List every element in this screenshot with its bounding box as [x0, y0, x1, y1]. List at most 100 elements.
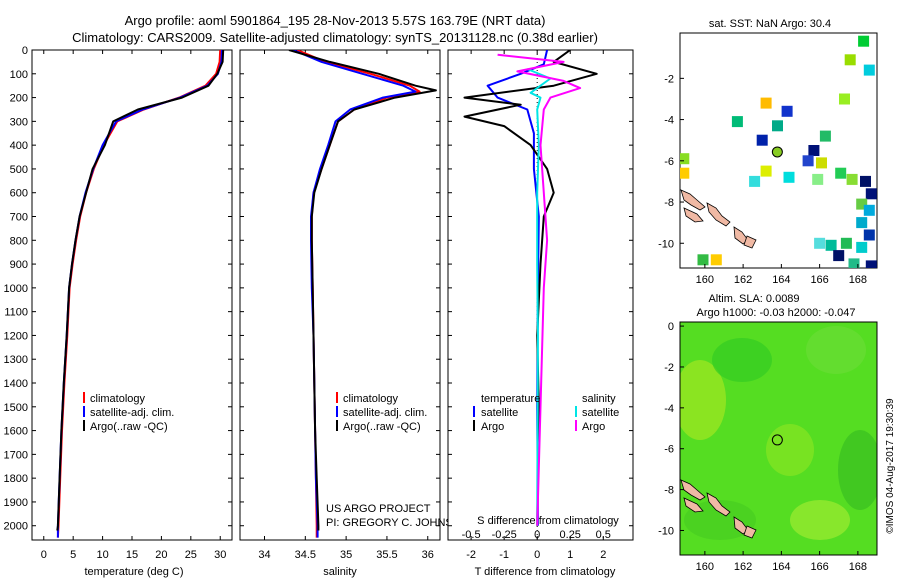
- x-tick-label: 20: [155, 549, 167, 561]
- island: [683, 207, 704, 223]
- s-tick-label: 0.25: [560, 529, 581, 541]
- y-tick-label: 1200: [4, 330, 28, 342]
- sla-patch: [838, 430, 877, 510]
- x-tick-label: 162: [734, 274, 752, 286]
- y-tick-label: 600: [10, 188, 28, 200]
- salinity-difference-ticks: -0.5 -0.25 0 0.25 0.5: [462, 529, 611, 541]
- sst-cell: [781, 105, 793, 117]
- x-tick-label: 36: [422, 549, 434, 561]
- temperature-x-label: temperature (deg C): [84, 566, 183, 578]
- sst-cell: [731, 116, 743, 128]
- sst-cell: [819, 130, 831, 142]
- pi-credit: PI: GREGORY C. JOHNSON: [326, 517, 469, 529]
- sst-cell: [783, 171, 795, 183]
- difference-x-axis: -2 -1 0 1 2: [466, 50, 606, 561]
- sla-patch: [790, 500, 850, 540]
- sst-islands: [680, 189, 757, 249]
- y-tick-label: 1600: [4, 426, 28, 438]
- x-tick-label: 5: [70, 549, 76, 561]
- y-tick-label: 300: [10, 116, 28, 128]
- sst-cell: [710, 254, 722, 266]
- sst-cell: [760, 97, 772, 109]
- sla-map-frame: [679, 321, 878, 556]
- sst-cell: [825, 239, 837, 251]
- x-tick-label: 34: [258, 549, 270, 561]
- island: [743, 525, 757, 539]
- figure-title-line2: Climatology: CARS2009. Satellite-adjuste…: [72, 30, 598, 45]
- legend-temperature-heading: temperature: [481, 393, 540, 405]
- sla-axes: 160 162 164 166 168 0 -2 -4 -6 -8 -10: [658, 321, 867, 573]
- y-tick-label: -4: [664, 115, 674, 127]
- y-tick-label: -4: [664, 403, 674, 415]
- y-tick-label: 900: [10, 259, 28, 271]
- legend-climatology-label: climatology: [90, 393, 146, 405]
- legend-satellite-label: satellite-adj. clim.: [343, 407, 427, 419]
- s-tick-label: 0.5: [596, 529, 611, 541]
- sst-cell: [812, 173, 824, 185]
- x-tick-label: 30: [214, 549, 226, 561]
- y-tick-label: 1800: [4, 473, 28, 485]
- float-position-marker: [771, 434, 783, 446]
- y-tick-label: 1400: [4, 378, 28, 390]
- temperature-y-axis: 0 100 200 300 400 500 600 700 800 900 1000 1100 1200…: [4, 45, 232, 533]
- y-tick-label: 100: [10, 69, 28, 81]
- x-tick-label: 160: [696, 561, 714, 573]
- sst-cell: [814, 237, 826, 249]
- sst-cell: [840, 237, 852, 249]
- salinity-series: [288, 50, 437, 538]
- sst-cell: [865, 188, 877, 200]
- series-line: [56, 50, 225, 531]
- x-tick-label: 168: [849, 274, 867, 286]
- x-tick-label: 2: [600, 549, 606, 561]
- x-tick-label: 168: [849, 561, 867, 573]
- x-tick-label: 164: [772, 561, 790, 573]
- temperature-panel: 0100200300400500600700800900100011001200…: [4, 45, 233, 578]
- sst-cell: [816, 157, 827, 169]
- salinity-plot-frame: [239, 49, 441, 541]
- sst-cell: [860, 175, 871, 187]
- temperature-legend: climatology satellite-adj. clim. Argo(..…: [83, 392, 174, 433]
- sst-cell: [760, 165, 772, 177]
- sst-cell: [846, 173, 858, 185]
- difference-panel: -2 -1 0 1 2 temperature salinity satellite A…: [447, 49, 634, 578]
- y-tick-label: 1900: [4, 497, 28, 509]
- s-difference-label: S difference from climatology: [477, 515, 619, 527]
- y-tick-label: 200: [10, 93, 28, 105]
- sla-patch: [806, 326, 866, 374]
- difference-plot-frame: [447, 49, 634, 541]
- island: [680, 479, 706, 501]
- y-tick-label: 700: [10, 212, 28, 224]
- x-tick-label: 0: [534, 549, 540, 561]
- x-tick-label: 35: [340, 549, 352, 561]
- legend-satellite-label: satellite-adj. clim.: [90, 407, 174, 419]
- sst-cell: [772, 120, 783, 132]
- sla-patch: [766, 424, 814, 476]
- y-tick-label: 1500: [4, 402, 28, 414]
- x-tick-label: 166: [810, 561, 828, 573]
- y-tick-label: 800: [10, 235, 28, 247]
- legend-argo-label: Argo(..raw -QC): [343, 421, 421, 433]
- legend-t-argo-label: Argo: [481, 421, 504, 433]
- legend-climatology-label: climatology: [343, 393, 399, 405]
- x-tick-label: 15: [126, 549, 138, 561]
- sla-patch: [680, 360, 726, 440]
- y-tick-label: -8: [664, 485, 674, 497]
- y-tick-label: 0: [668, 321, 674, 333]
- project-credit: US ARGO PROJECT: [326, 503, 431, 515]
- legend-s-satellite-label: satellite: [582, 407, 619, 419]
- s-tick-label: 0: [534, 529, 540, 541]
- sla-patch: [712, 338, 772, 382]
- y-tick-label: 500: [10, 164, 28, 176]
- island: [680, 189, 706, 211]
- sst-cell: [856, 217, 868, 229]
- x-tick-label: 10: [96, 549, 108, 561]
- x-tick-label: 25: [185, 549, 197, 561]
- salinity-x-label: salinity: [323, 566, 357, 578]
- salinity-y-ticks: [240, 49, 440, 527]
- y-tick-label: 1000: [4, 283, 28, 295]
- difference-series: [463, 50, 598, 526]
- sst-cell: [863, 204, 875, 216]
- series-line: [463, 50, 598, 526]
- sst-cell: [856, 241, 868, 253]
- salinity-panel: 34 34.5 35 35.5 36 climatology satellite-adj…: [239, 49, 469, 578]
